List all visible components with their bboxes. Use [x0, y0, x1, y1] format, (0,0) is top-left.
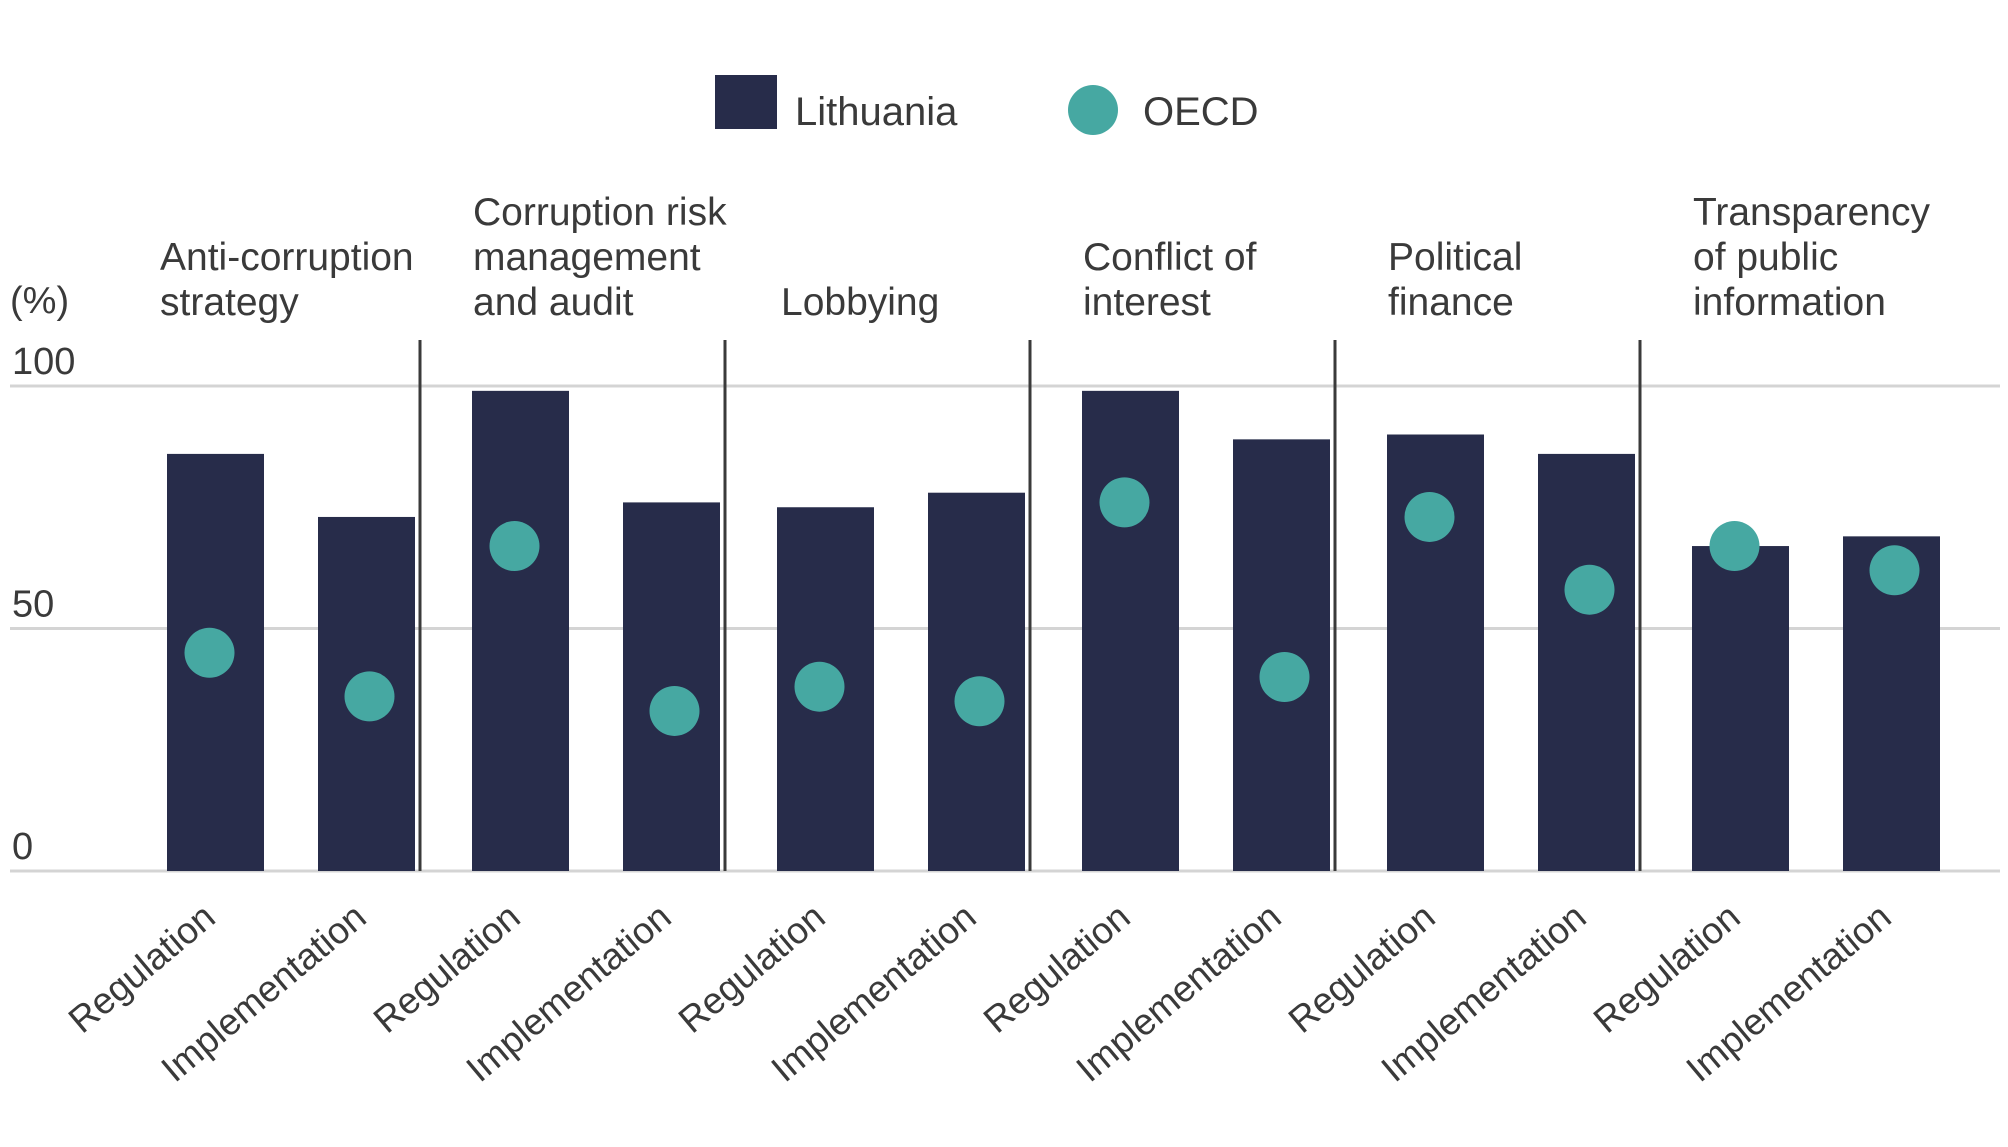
dot-oecd — [1404, 491, 1455, 542]
group-title-line: Lobbying — [781, 281, 939, 324]
dot-oecd — [794, 661, 845, 712]
oecd-dots — [184, 477, 1920, 736]
group-title-line: management — [473, 236, 701, 279]
x-tick-label: Regulation — [1281, 896, 1443, 1041]
legend-lithuania-label: Lithuania — [795, 90, 958, 134]
dot-oecd — [1099, 477, 1150, 528]
group-title-line: Corruption risk — [473, 191, 727, 234]
dot-oecd — [344, 671, 395, 722]
dot-oecd — [954, 676, 1005, 727]
group-title-line: and audit — [473, 281, 634, 324]
group-title-line: information — [1693, 281, 1886, 324]
bar-lithuania — [1538, 453, 1635, 871]
legend-dot-swatch — [1068, 85, 1118, 135]
bar-lithuania — [472, 390, 569, 871]
bars — [167, 390, 1940, 871]
dot-oecd — [1564, 564, 1615, 615]
bar-lithuania — [1082, 390, 1179, 871]
legend-oecd-label: OECD — [1143, 90, 1259, 134]
group-dividers — [418, 340, 1642, 871]
group-title-line: interest — [1083, 281, 1211, 324]
dot-oecd — [489, 521, 540, 572]
group-title-line: Anti-corruption — [160, 236, 414, 279]
y-axis-label: (%) — [10, 280, 69, 322]
x-tick-label: Regulation — [671, 896, 833, 1041]
group-title-line: strategy — [160, 281, 299, 324]
legend-bar-swatch — [715, 75, 777, 129]
dot-oecd — [184, 627, 235, 678]
y-tick-label: 50 — [12, 584, 54, 626]
y-axis-ticks: 0 50 100 — [12, 341, 75, 868]
bar-lithuania — [1692, 546, 1789, 871]
group-title-line: of public — [1693, 236, 1838, 279]
y-tick-label: 100 — [12, 341, 75, 383]
x-axis-labels: RegulationImplementationRegulationImplem… — [61, 896, 1899, 1090]
x-tick-label: Regulation — [976, 896, 1138, 1041]
dot-oecd — [1259, 652, 1310, 702]
dot-oecd — [1709, 521, 1760, 572]
x-tick-label: Regulation — [1586, 896, 1748, 1041]
x-tick-label: Regulation — [366, 896, 528, 1041]
dot-oecd — [649, 685, 700, 736]
group-title-line: Political — [1388, 236, 1522, 279]
group-title-line: Conflict of — [1083, 236, 1257, 279]
y-tick-label: 0 — [12, 826, 33, 868]
dot-oecd — [1869, 545, 1920, 596]
group-title-line: Transparency — [1693, 191, 1930, 234]
group-title-line: finance — [1388, 281, 1514, 324]
legend: Lithuania OECD — [715, 75, 1259, 135]
x-tick-label: Regulation — [61, 896, 223, 1041]
